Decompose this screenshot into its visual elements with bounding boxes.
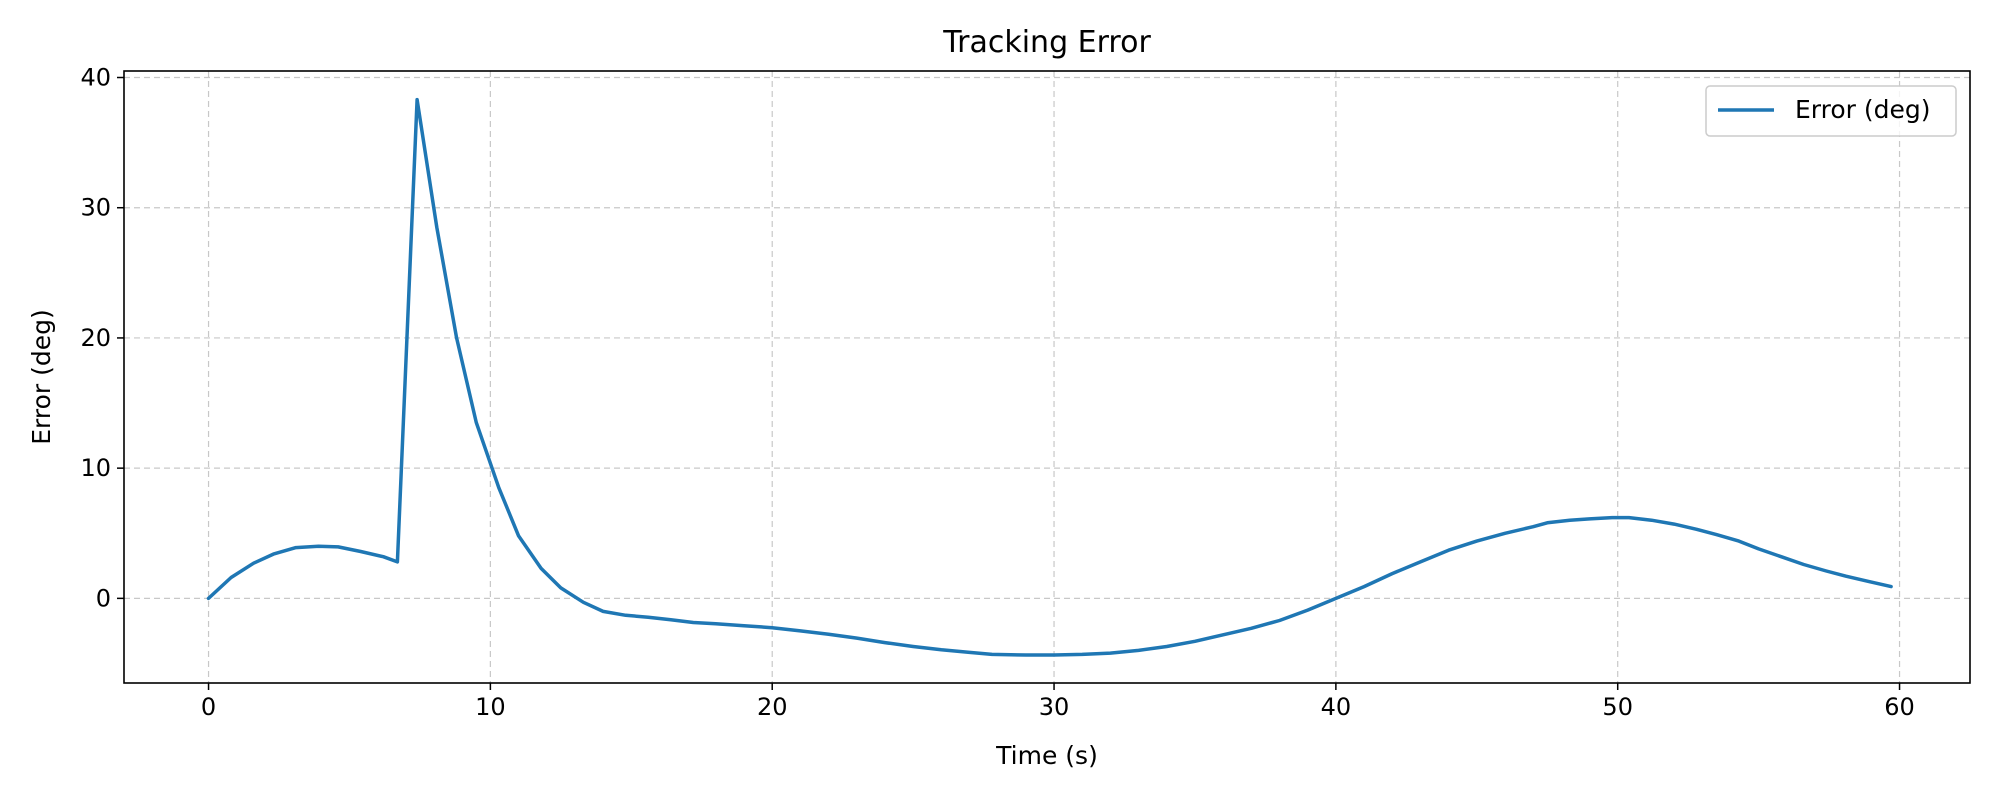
x-axis-label: Time (s)	[995, 741, 1098, 770]
y-axis-label: Error (deg)	[27, 309, 56, 445]
x-ticks: 0 10 20 30 40 50 60	[201, 683, 1915, 721]
x-tick-label: 0	[201, 693, 216, 721]
y-tick-label: 20	[80, 324, 111, 352]
legend-box	[1705, 85, 1957, 137]
x-tick-label: 50	[1602, 693, 1633, 721]
x-tick-label: 10	[475, 693, 506, 721]
x-tick-label: 30	[1039, 693, 1070, 721]
x-tick-label: 20	[757, 693, 788, 721]
y-tick-label: 40	[80, 64, 111, 92]
grid-layer	[124, 71, 1970, 683]
y-tick-label: 10	[80, 454, 111, 482]
x-tick-label: 60	[1884, 693, 1915, 721]
legend-label-error: Error (deg)	[1795, 95, 1931, 124]
series-layer	[206, 97, 1893, 657]
series-line-error	[206, 97, 1893, 657]
y-ticks: 0 10 20 30 40	[80, 64, 124, 612]
chart-title: Tracking Error	[942, 25, 1151, 60]
x-tick-label: 40	[1321, 693, 1352, 721]
plot-frame	[123, 70, 1971, 684]
y-tick-label: 0	[96, 584, 111, 612]
y-tick-label: 30	[80, 194, 111, 222]
legend: Error (deg)	[1705, 85, 1957, 137]
